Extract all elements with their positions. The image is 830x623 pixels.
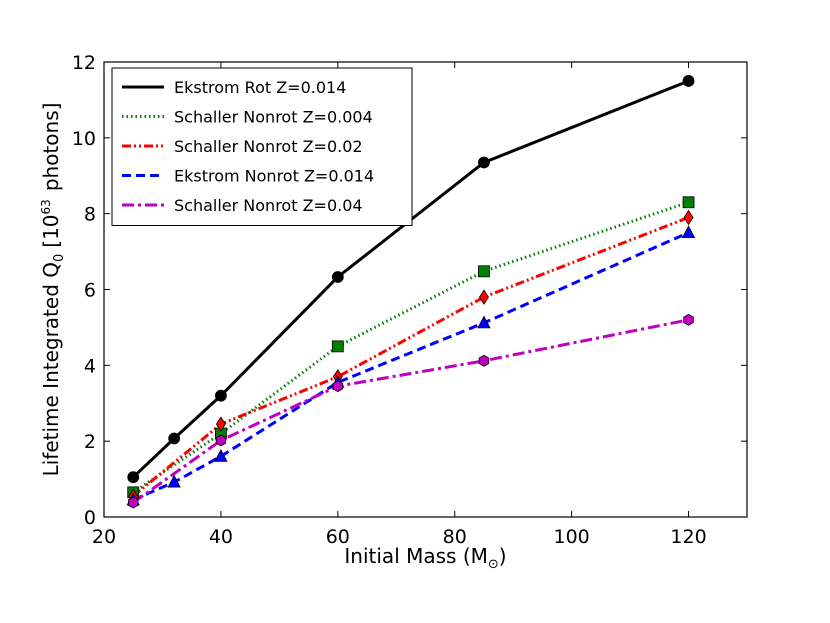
legend-label-5: Schaller Nonrot Z=0.04 <box>174 196 363 215</box>
data-point <box>167 474 181 488</box>
axis-ticks: 20 40 60 80 100 120 0 2 4 6 8 10 12 <box>72 52 747 548</box>
data-point <box>478 265 490 278</box>
data-point <box>127 471 140 484</box>
legend-label-4: Ekstrom Nonrot Z=0.014 <box>174 167 374 186</box>
y-tick-label: 8 <box>84 204 96 226</box>
legend-label-2: Schaller Nonrot Z=0.004 <box>174 108 373 127</box>
x-tick-label: 120 <box>670 526 706 548</box>
data-point <box>168 432 181 445</box>
y-tick-label: 12 <box>72 52 96 74</box>
data-point <box>682 196 695 209</box>
data-point <box>683 313 694 326</box>
data-point <box>478 354 490 367</box>
series-line-5 <box>132 318 689 504</box>
data-point <box>331 340 344 353</box>
data-point <box>478 289 489 305</box>
data-point <box>478 156 490 169</box>
legend-label-1: Ekstrom Rot Z=0.014 <box>174 78 346 97</box>
series-line-3 <box>132 216 690 498</box>
data-point <box>682 75 695 87</box>
data-point <box>681 225 696 239</box>
y-axis-label: Lifetime Integrated Q0[1063photons] <box>39 103 67 477</box>
data-point <box>683 209 694 226</box>
data-point <box>215 434 227 447</box>
legend: Ekstrom Rot Z=0.014 Schaller Nonrot Z=0.0… <box>111 67 413 226</box>
x-tick-label: 40 <box>209 526 233 548</box>
y-tick-label: 0 <box>84 507 96 529</box>
x-tick-label: 60 <box>326 526 350 548</box>
data-point <box>214 448 228 462</box>
y-tick-label: 2 <box>84 431 96 453</box>
y-tick-label: 4 <box>84 355 96 377</box>
data-point <box>477 315 491 329</box>
data-point <box>331 271 344 283</box>
series-markers <box>126 75 696 509</box>
x-axis-label: Initial Mass (M⊙) <box>344 544 506 572</box>
x-tick-label: 100 <box>554 526 590 548</box>
y-tick-label: 6 <box>84 280 96 302</box>
y-tick-label: 10 <box>72 128 96 150</box>
data-point <box>332 380 343 393</box>
data-point <box>215 416 226 432</box>
data-point <box>128 496 139 509</box>
series-line-2 <box>132 200 690 494</box>
series-line-1 <box>132 79 690 479</box>
legend-label-3: Schaller Nonrot Z=0.02 <box>174 137 363 156</box>
x-tick-label: 80 <box>443 526 467 548</box>
data-point <box>215 389 227 402</box>
x-tick-label: 20 <box>92 526 116 548</box>
